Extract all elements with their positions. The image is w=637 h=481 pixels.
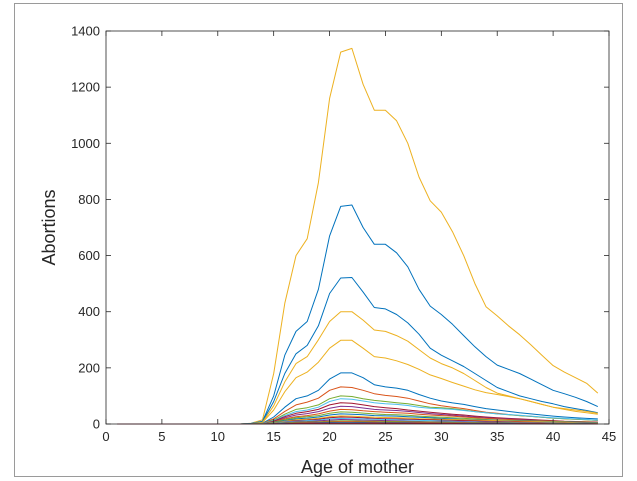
x-tick-label: 20 [322, 429, 336, 444]
x-tick-label: 45 [602, 429, 616, 444]
y-tick-label: 800 [78, 192, 100, 207]
x-axis-title: Age of mother [301, 457, 414, 477]
axes-box [105, 30, 610, 425]
x-tick-label: 15 [266, 429, 280, 444]
y-tick-label: 1000 [71, 136, 100, 151]
y-tick-label: 400 [78, 304, 100, 319]
x-tick-label: 30 [434, 429, 448, 444]
x-tick-label: 40 [546, 429, 560, 444]
y-tick-label: 0 [93, 417, 100, 432]
series-line-1 [117, 47, 599, 425]
y-tick-label: 1400 [71, 24, 100, 39]
series-line-2 [117, 204, 599, 425]
y-tick-label: 200 [78, 360, 100, 375]
series-line-5 [117, 339, 598, 425]
series-group [117, 47, 599, 425]
x-tick-label: 35 [490, 429, 504, 444]
y-axis: 0 200 400 600 800 1000 1200 1400 [71, 24, 609, 432]
y-tick-label: 600 [78, 248, 100, 263]
x-tick-label: 10 [211, 429, 225, 444]
y-tick-label: 1200 [71, 80, 100, 95]
x-tick-label: 0 [102, 429, 109, 444]
y-axis-title: Abortions [39, 189, 59, 265]
x-axis: 0 5 10 15 20 25 30 35 40 45 [102, 31, 616, 444]
x-tick-label: 25 [378, 429, 392, 444]
series-line-3 [117, 277, 598, 425]
x-tick-label: 5 [158, 429, 165, 444]
